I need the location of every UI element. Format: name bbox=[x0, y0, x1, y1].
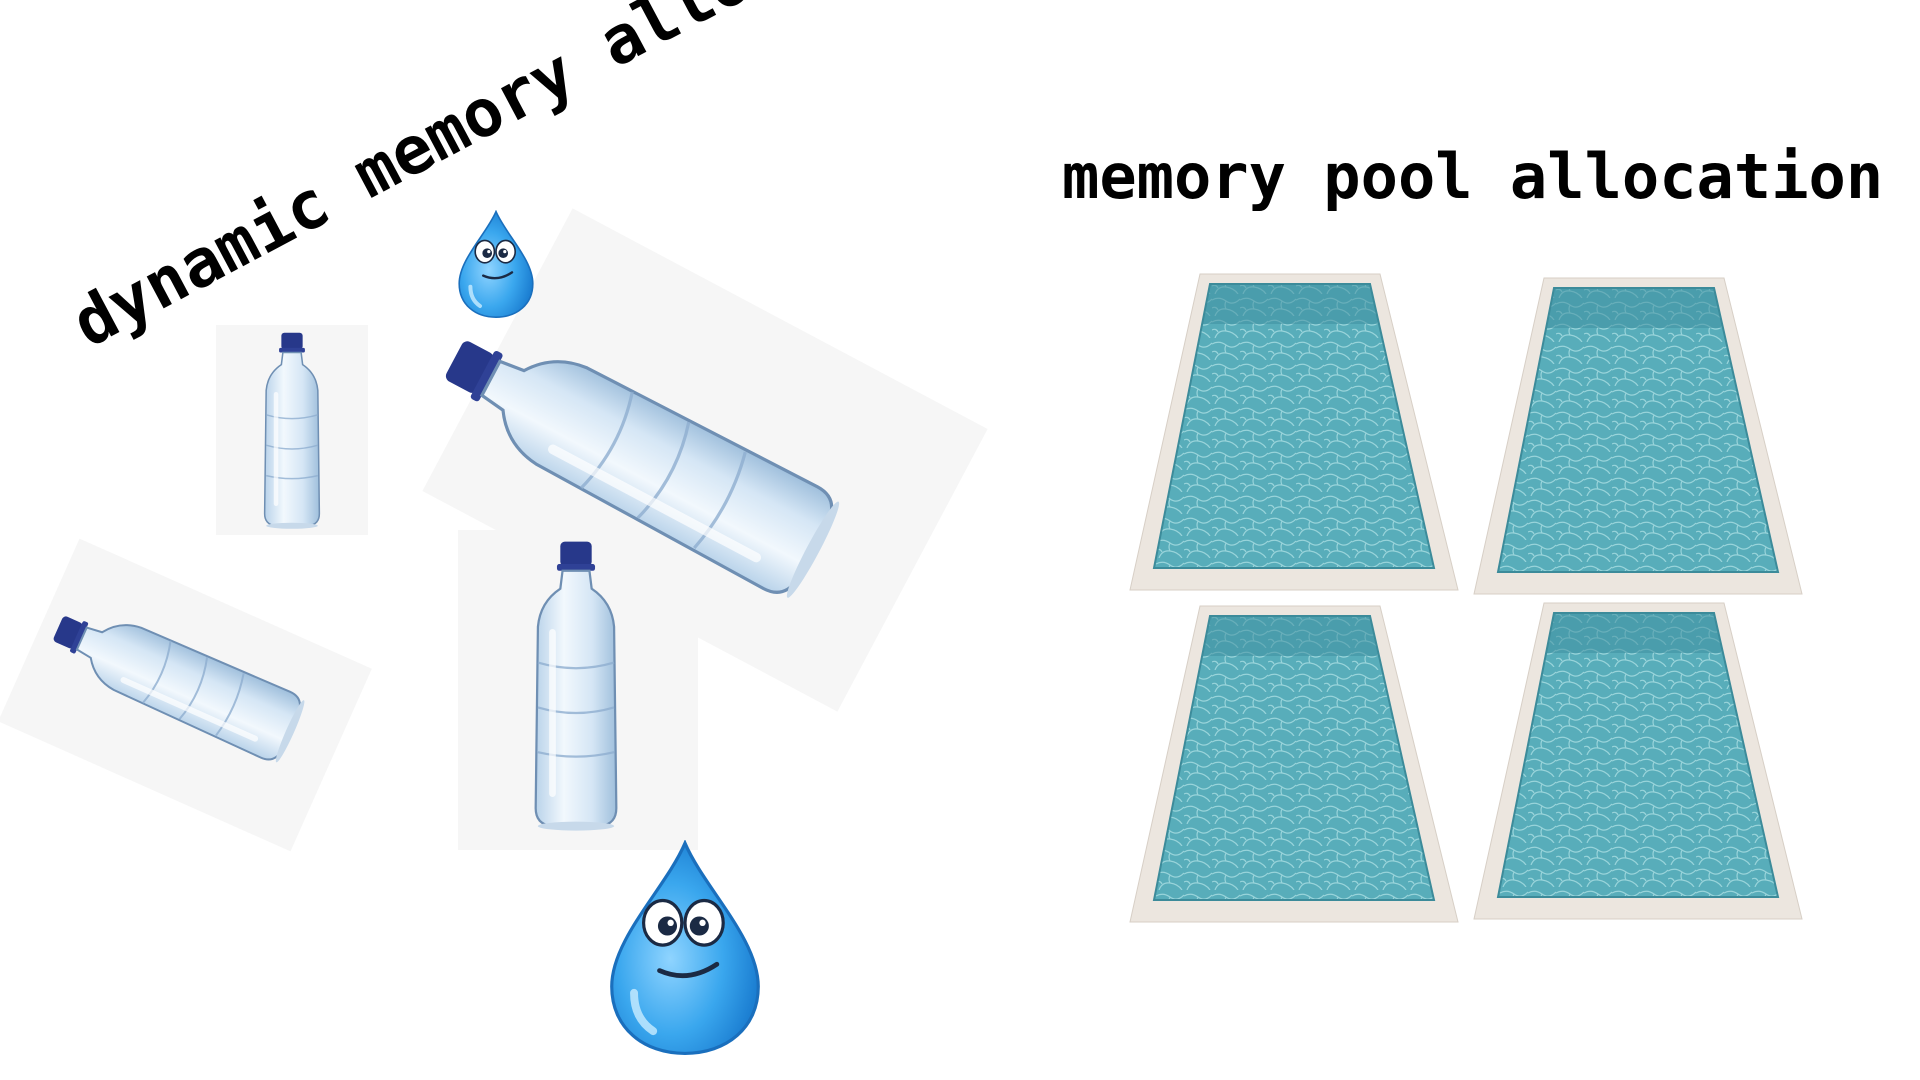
water-bottle-small bbox=[263, 331, 321, 530]
water-drop-small-icon bbox=[457, 210, 535, 318]
pool-allocation-title: memory pool allocation bbox=[1062, 140, 1884, 213]
memory-pool-1 bbox=[1129, 273, 1459, 591]
water-drop-large-icon bbox=[605, 840, 765, 1055]
memory-pool-4 bbox=[1473, 602, 1803, 920]
water-bottle-medium bbox=[534, 540, 618, 832]
memory-pool-2 bbox=[1473, 277, 1803, 595]
memory-pool-3 bbox=[1129, 605, 1459, 923]
